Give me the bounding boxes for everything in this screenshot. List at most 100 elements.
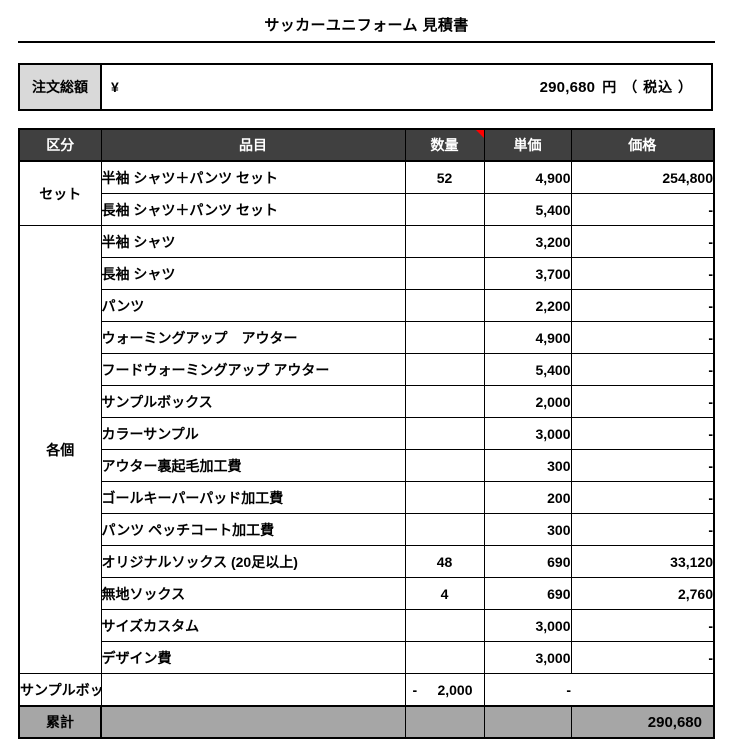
items-table-foot: 累計 290,680 bbox=[19, 705, 714, 738]
item-unit-price: 300 bbox=[547, 521, 571, 538]
item-unit-price: 5,400 bbox=[535, 201, 571, 218]
items-header-row: 区分 品目 数量 単価 価格 bbox=[19, 129, 714, 162]
table-row: オリジナルソックス (20足以上) 48 690 33,120 bbox=[19, 545, 714, 578]
group-label-cell: セット bbox=[19, 161, 102, 226]
item-unit-price: 3,000 bbox=[535, 425, 571, 442]
item-name-cell: 半袖 シャツ＋パンツ セット bbox=[101, 161, 406, 194]
item-quantity-cell[interactable] bbox=[405, 289, 485, 322]
item-quantity-cell[interactable] bbox=[405, 609, 485, 642]
item-quantity-cell[interactable] bbox=[405, 385, 485, 418]
item-name-cell: パンツ ペッチコート加工費 bbox=[101, 513, 406, 546]
item-unit-price: 4,900 bbox=[535, 329, 571, 346]
item-quantity-cell[interactable] bbox=[405, 417, 485, 450]
grand-total-spacer-tanka bbox=[484, 705, 572, 738]
table-row: パンツ ペッチコート加工費 300- bbox=[19, 513, 714, 546]
item-quantity-cell[interactable] bbox=[405, 449, 485, 482]
item-quantity-cell[interactable] bbox=[405, 321, 485, 354]
items-table-head: 区分 品目 数量 単価 価格 bbox=[19, 129, 714, 162]
item-name: 半袖 シャツ bbox=[101, 233, 176, 250]
item-unit-price: 690 bbox=[547, 553, 571, 570]
column-header-tanka[interactable]: 単価 bbox=[484, 129, 572, 162]
item-quantity-cell[interactable]: 4 bbox=[405, 577, 485, 610]
table-row: 各個 半袖 シャツ 3,200 - bbox=[19, 225, 714, 674]
item-unit-price: 2,200 bbox=[535, 297, 571, 314]
item-name: 長袖 シャツ＋パンツ セット bbox=[101, 201, 278, 218]
grand-total-spacer-hinmoku bbox=[101, 705, 406, 738]
item-price-cell: - bbox=[571, 449, 714, 482]
item-unit-price-cell: 4,900 bbox=[484, 161, 572, 194]
item-price-cell: - bbox=[571, 321, 714, 354]
group-label-cell: 各個 bbox=[19, 225, 102, 674]
table-row: アウター裏起毛加工費 300- bbox=[19, 449, 714, 482]
item-quantity-cell[interactable] bbox=[405, 481, 485, 514]
item-unit-price-cell: 200 bbox=[484, 481, 572, 514]
item-name-cell: 無地ソックス bbox=[101, 577, 406, 610]
item-name-cell: アウター裏起毛加工費 bbox=[101, 449, 406, 482]
column-header-suryo[interactable]: 数量 bbox=[405, 129, 485, 162]
column-header-suryo-label: 数量 bbox=[430, 137, 459, 153]
item-name-cell: サンプルボックス返金(※11着注文時) bbox=[19, 673, 102, 706]
item-unit-price: 3,000 bbox=[535, 649, 571, 666]
table-row: サンプルボックス 2,000- bbox=[19, 385, 714, 418]
item-quantity-cell[interactable] bbox=[405, 193, 485, 226]
table-row: カラーサンプル 3,000- bbox=[19, 417, 714, 450]
item-quantity-cell[interactable] bbox=[405, 513, 485, 546]
grand-total-label: 累計 bbox=[19, 705, 102, 738]
item-price-cell: - bbox=[571, 353, 714, 386]
column-header-kakaku[interactable]: 価格 bbox=[571, 129, 714, 162]
item-quantity-cell[interactable] bbox=[405, 225, 485, 258]
item-name: ゴールキーパーパッド加工費 bbox=[101, 489, 284, 506]
item-unit-price-cell: 3,000 bbox=[484, 641, 572, 674]
order-total-label: 注文総額 bbox=[18, 63, 102, 111]
item-unit-price-cell: 300 bbox=[484, 513, 572, 546]
item-price-cell: - bbox=[571, 417, 714, 450]
column-header-hinmoku[interactable]: 品目 bbox=[101, 129, 406, 162]
item-quantity-cell[interactable]: 48 bbox=[405, 545, 485, 578]
yen-symbol: ¥ bbox=[111, 79, 119, 95]
item-name-cell: パンツ bbox=[101, 289, 406, 322]
item-name: パンツ ペッチコート加工費 bbox=[101, 521, 275, 538]
item-name-cell: ゴールキーパーパッド加工費 bbox=[101, 481, 406, 514]
order-total-row: 注文総額 ¥ 290,680 円 （ 税込 ） bbox=[18, 63, 713, 111]
grand-total-value: 290,680 bbox=[571, 705, 714, 738]
item-price-cell: - bbox=[571, 385, 714, 418]
item-name: サンプルボックス返金 bbox=[20, 681, 100, 698]
order-total-value-cell: ¥ 290,680 円 （ 税込 ） bbox=[100, 63, 713, 111]
item-name-cell: ウォーミングアップ アウター bbox=[101, 321, 406, 354]
item-unit-price-cell: - 2,000 bbox=[405, 673, 485, 706]
item-unit-price: 2,000 bbox=[535, 393, 571, 410]
item-name: サイズカスタム bbox=[101, 617, 200, 634]
table-row: パンツ 2,200- bbox=[19, 289, 714, 322]
item-quantity-cell[interactable] bbox=[405, 641, 485, 674]
item-unit-price-cell: 3,000 bbox=[484, 609, 572, 642]
item-quantity-cell[interactable]: 52 bbox=[405, 161, 485, 194]
item-name: フードウォーミングアップ アウター bbox=[101, 361, 330, 378]
item-price-cell: 254,800 bbox=[571, 161, 714, 194]
item-name: サンプルボックス bbox=[101, 393, 213, 410]
item-name-cell: フードウォーミングアップ アウター bbox=[101, 353, 406, 386]
item-quantity-cell[interactable] bbox=[405, 353, 485, 386]
items-table-body: セット 半袖 シャツ＋パンツ セット 52 4,900 254,800 長袖 シャツ＋パン… bbox=[19, 161, 714, 706]
item-unit-price-cell: 690 bbox=[484, 577, 572, 610]
item-quantity-cell[interactable] bbox=[405, 257, 485, 290]
item-unit-price-cell: 3,000 bbox=[484, 417, 572, 450]
item-name-cell: オリジナルソックス (20足以上) bbox=[101, 545, 406, 578]
negative-sign: - bbox=[412, 681, 418, 698]
title-divider bbox=[18, 41, 715, 43]
item-price-cell: - bbox=[484, 673, 571, 706]
item-unit-price: 200 bbox=[547, 489, 571, 506]
item-name: カラーサンプル bbox=[101, 425, 199, 442]
page-title: サッカーユニフォーム 見積書 bbox=[264, 17, 469, 34]
item-unit-price: 2,000 bbox=[437, 681, 473, 698]
item-quantity-cell[interactable] bbox=[101, 673, 406, 706]
column-header-kubun[interactable]: 区分 bbox=[19, 129, 102, 162]
title-section: サッカーユニフォーム 見積書 bbox=[0, 0, 735, 43]
item-name: パンツ bbox=[101, 297, 145, 314]
comment-indicator-icon bbox=[475, 130, 484, 138]
item-unit-price-cell: 3,200 bbox=[484, 225, 572, 258]
item-unit-price-cell: 2,200 bbox=[484, 289, 572, 322]
order-total-table: 注文総額 ¥ 290,680 円 （ 税込 ） bbox=[18, 63, 713, 111]
grand-total-spacer-suryo bbox=[405, 705, 485, 738]
item-name-cell: カラーサンプル bbox=[101, 417, 406, 450]
table-row: 長袖 シャツ＋パンツ セット 5,400- bbox=[19, 193, 714, 226]
